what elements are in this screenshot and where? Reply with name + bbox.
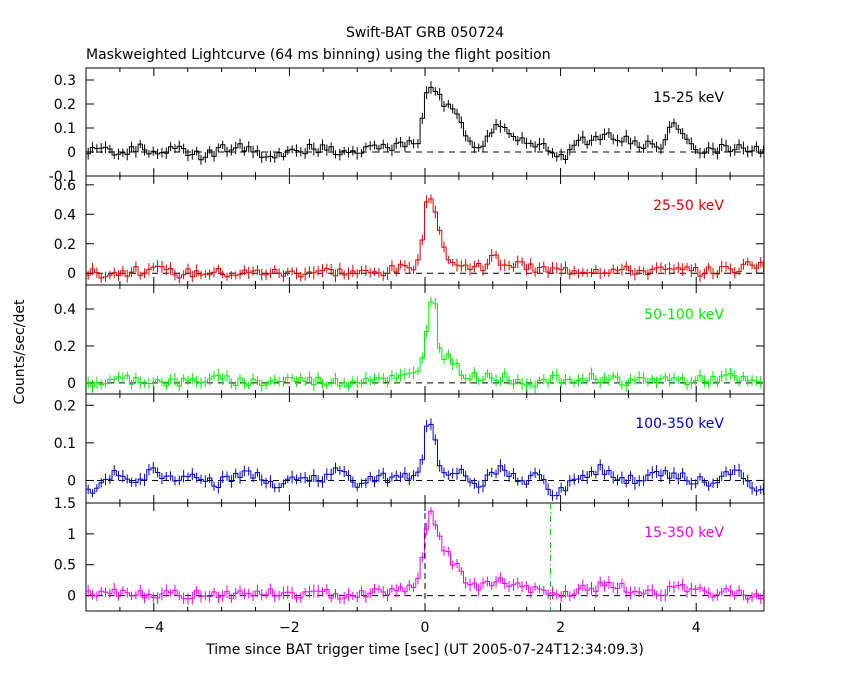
- series-line: [86, 423, 764, 497]
- band-label: 15-25 keV: [653, 90, 724, 106]
- y-tick-label: 0.4: [54, 207, 76, 223]
- y-tick-label: 0: [67, 589, 76, 605]
- x-tick-label: 4: [692, 620, 701, 636]
- panel-1: -0.1 0 0.1 0.2 0.3 15-25 keV: [49, 67, 765, 185]
- panel-2: 0 0.2 0.4 0.6 25-50 keV: [54, 175, 765, 286]
- panel-frame: [85, 393, 765, 504]
- y-tick-label: -0.1: [49, 169, 76, 185]
- y-tick-label: 0: [67, 376, 76, 392]
- y-tick-label: 0.1: [54, 436, 76, 452]
- series-line: [86, 510, 764, 600]
- y-tick-label: 0.6: [54, 178, 76, 194]
- y-tick-label: 0.2: [54, 398, 76, 414]
- y-tick-label: 0: [67, 145, 76, 161]
- y-tick-label: 0.1: [54, 121, 76, 137]
- markers: [424, 503, 551, 611]
- y-tick-label: 1: [67, 527, 76, 543]
- panel-4: 0 0.1 0.2 100-350 keV: [54, 393, 765, 504]
- x-tick-label: −4: [143, 620, 164, 636]
- band-label: 50-100 keV: [644, 307, 724, 323]
- series-line: [86, 198, 764, 279]
- chart-subtitle: Maskweighted Lightcurve (64 ms binning) …: [86, 47, 551, 63]
- y-tick-label: 0.4: [54, 302, 76, 318]
- y-tick-label: 1.5: [54, 496, 76, 512]
- panels: -0.1 0 0.1 0.2 0.3 15-25 keV 0 0.2 0.4 0.6 25-50 k…: [49, 67, 765, 612]
- y-tick-label: 0: [67, 266, 76, 282]
- series-line: [86, 86, 764, 161]
- y-tick-label: 0.2: [54, 97, 76, 113]
- panel-5: 0 0.5 1 1.5 15-350 keV: [54, 496, 765, 612]
- y-tick-label: 0: [67, 473, 76, 489]
- band-label: 15-350 keV: [644, 525, 724, 541]
- y-tick-label: 0.3: [54, 73, 76, 89]
- x-tick-label: 0: [421, 620, 430, 636]
- y-axis-label: Counts/sec/det: [12, 299, 28, 404]
- y-tick-label: 0.2: [54, 237, 76, 253]
- y-tick-label: 0.2: [54, 339, 76, 355]
- chart-title: Swift-BAT GRB 050724: [346, 25, 504, 41]
- series-line: [86, 301, 764, 388]
- y-tick-label: 0.5: [54, 558, 76, 574]
- x-tick-label: 2: [556, 620, 565, 636]
- x-tick-label: −2: [279, 620, 300, 636]
- panel-3: 0 0.2 0.4 50-100 keV: [54, 284, 765, 395]
- x-axis: −4 −2 0 2 4: [143, 620, 700, 636]
- band-label: 100-350 keV: [635, 416, 724, 432]
- x-axis-label: Time since BAT trigger time [sec] (UT 20…: [205, 642, 644, 658]
- band-label: 25-50 keV: [653, 198, 724, 214]
